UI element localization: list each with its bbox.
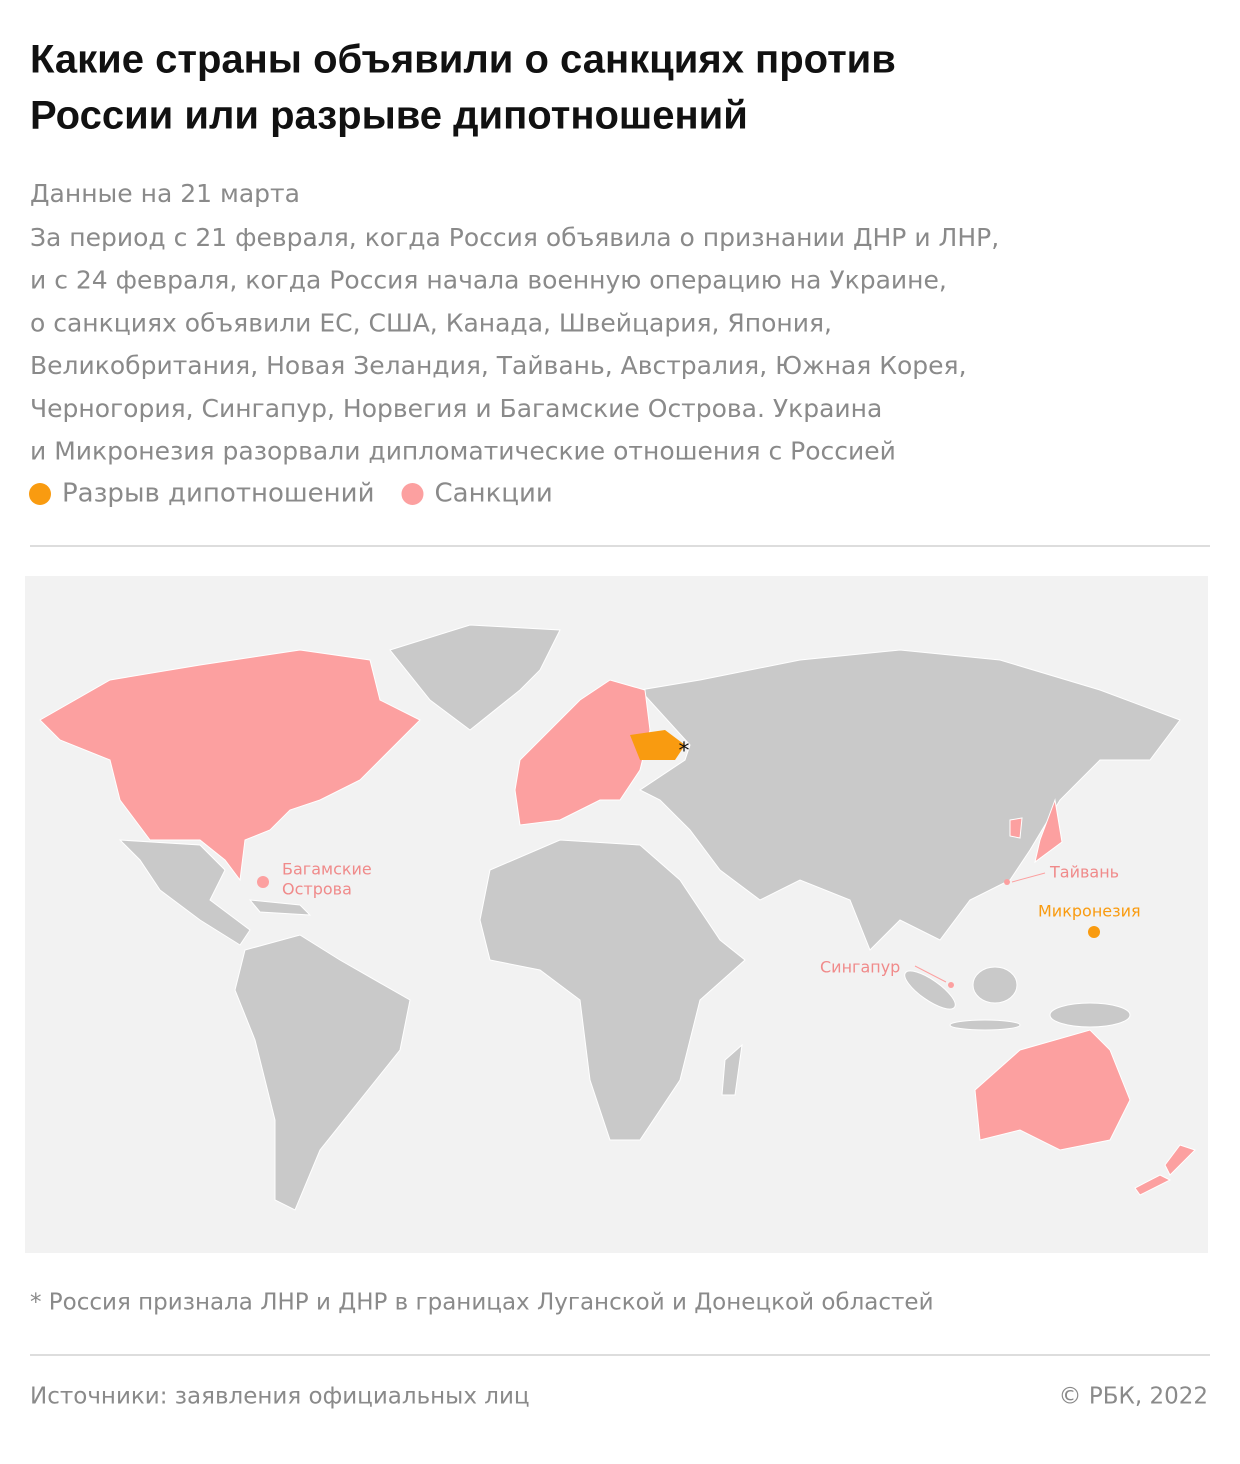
bahamas-label: Острова	[282, 880, 352, 899]
legend: Разрыв дипотношений Санкции	[29, 479, 553, 509]
leader-line	[1011, 872, 1046, 883]
new-zealand	[1164, 1144, 1196, 1176]
japan	[1034, 798, 1063, 864]
java	[949, 1019, 1021, 1031]
ukraine-note: *	[679, 739, 690, 764]
copyright: © РБК, 2022	[1059, 1384, 1208, 1410]
legend-swatch	[29, 483, 51, 505]
north-america-sanctions	[39, 649, 421, 882]
description-line: Черногория, Сингапур, Норвегия и Багамск…	[30, 394, 882, 423]
title-line: России или разрыве дипотношений	[30, 94, 748, 138]
date: Данные на 21 марта	[30, 179, 300, 208]
madagascar	[721, 1043, 743, 1096]
central-america	[118, 839, 251, 946]
new-guinea	[1049, 1002, 1131, 1028]
greenland	[389, 624, 561, 731]
source: Источники: заявления официальных лиц	[30, 1384, 530, 1410]
title-line: Какие страны объявили о санкциях против	[30, 38, 896, 82]
taiwan-label: Тайвань	[1049, 863, 1119, 882]
europe-sanctions	[514, 679, 651, 826]
south-america	[234, 934, 411, 1211]
borneo	[972, 966, 1018, 1004]
title: Какие страны объявили о санкциях против Р…	[30, 38, 896, 138]
description-line: и с 24 февраля, когда Россия начала воен…	[30, 266, 947, 295]
new-zealand-south	[1134, 1174, 1172, 1196]
australia	[974, 1029, 1131, 1151]
legend-label: Разрыв дипотношений	[62, 479, 374, 509]
singapore-label: Сингапур	[820, 958, 900, 977]
caribbean	[248, 899, 312, 916]
description-line: о санкциях объявили ЕС, США, Канада, Шве…	[30, 308, 832, 337]
africa	[479, 839, 746, 1141]
ukraine	[630, 730, 685, 760]
legend-label: Санкции	[434, 479, 552, 509]
micronesia-marker	[1088, 926, 1100, 938]
map	[39, 624, 1196, 1211]
bahamas-label: Багамские	[282, 860, 372, 879]
bahamas-marker	[257, 876, 269, 888]
taiwan-marker	[1004, 879, 1010, 885]
leader-line	[914, 965, 947, 983]
asia	[639, 649, 1181, 951]
description: За период с 21 февраля, когда Россия объ…	[30, 223, 999, 466]
footnote: * Россия признала ЛНР и ДНР в границах Л…	[30, 1290, 934, 1316]
sumatra	[904, 970, 956, 1010]
micronesia-label: Микронезия	[1038, 902, 1141, 921]
description-line: Великобритания, Новая Зеландия, Тайвань,…	[30, 351, 967, 380]
singapore-marker	[948, 982, 954, 988]
description-line: За период с 21 февраля, когда Россия объ…	[30, 223, 999, 252]
legend-swatch	[401, 483, 424, 505]
description-line: и Микронезия разорвали дипломатические о…	[30, 437, 896, 466]
south-korea	[1009, 817, 1023, 839]
